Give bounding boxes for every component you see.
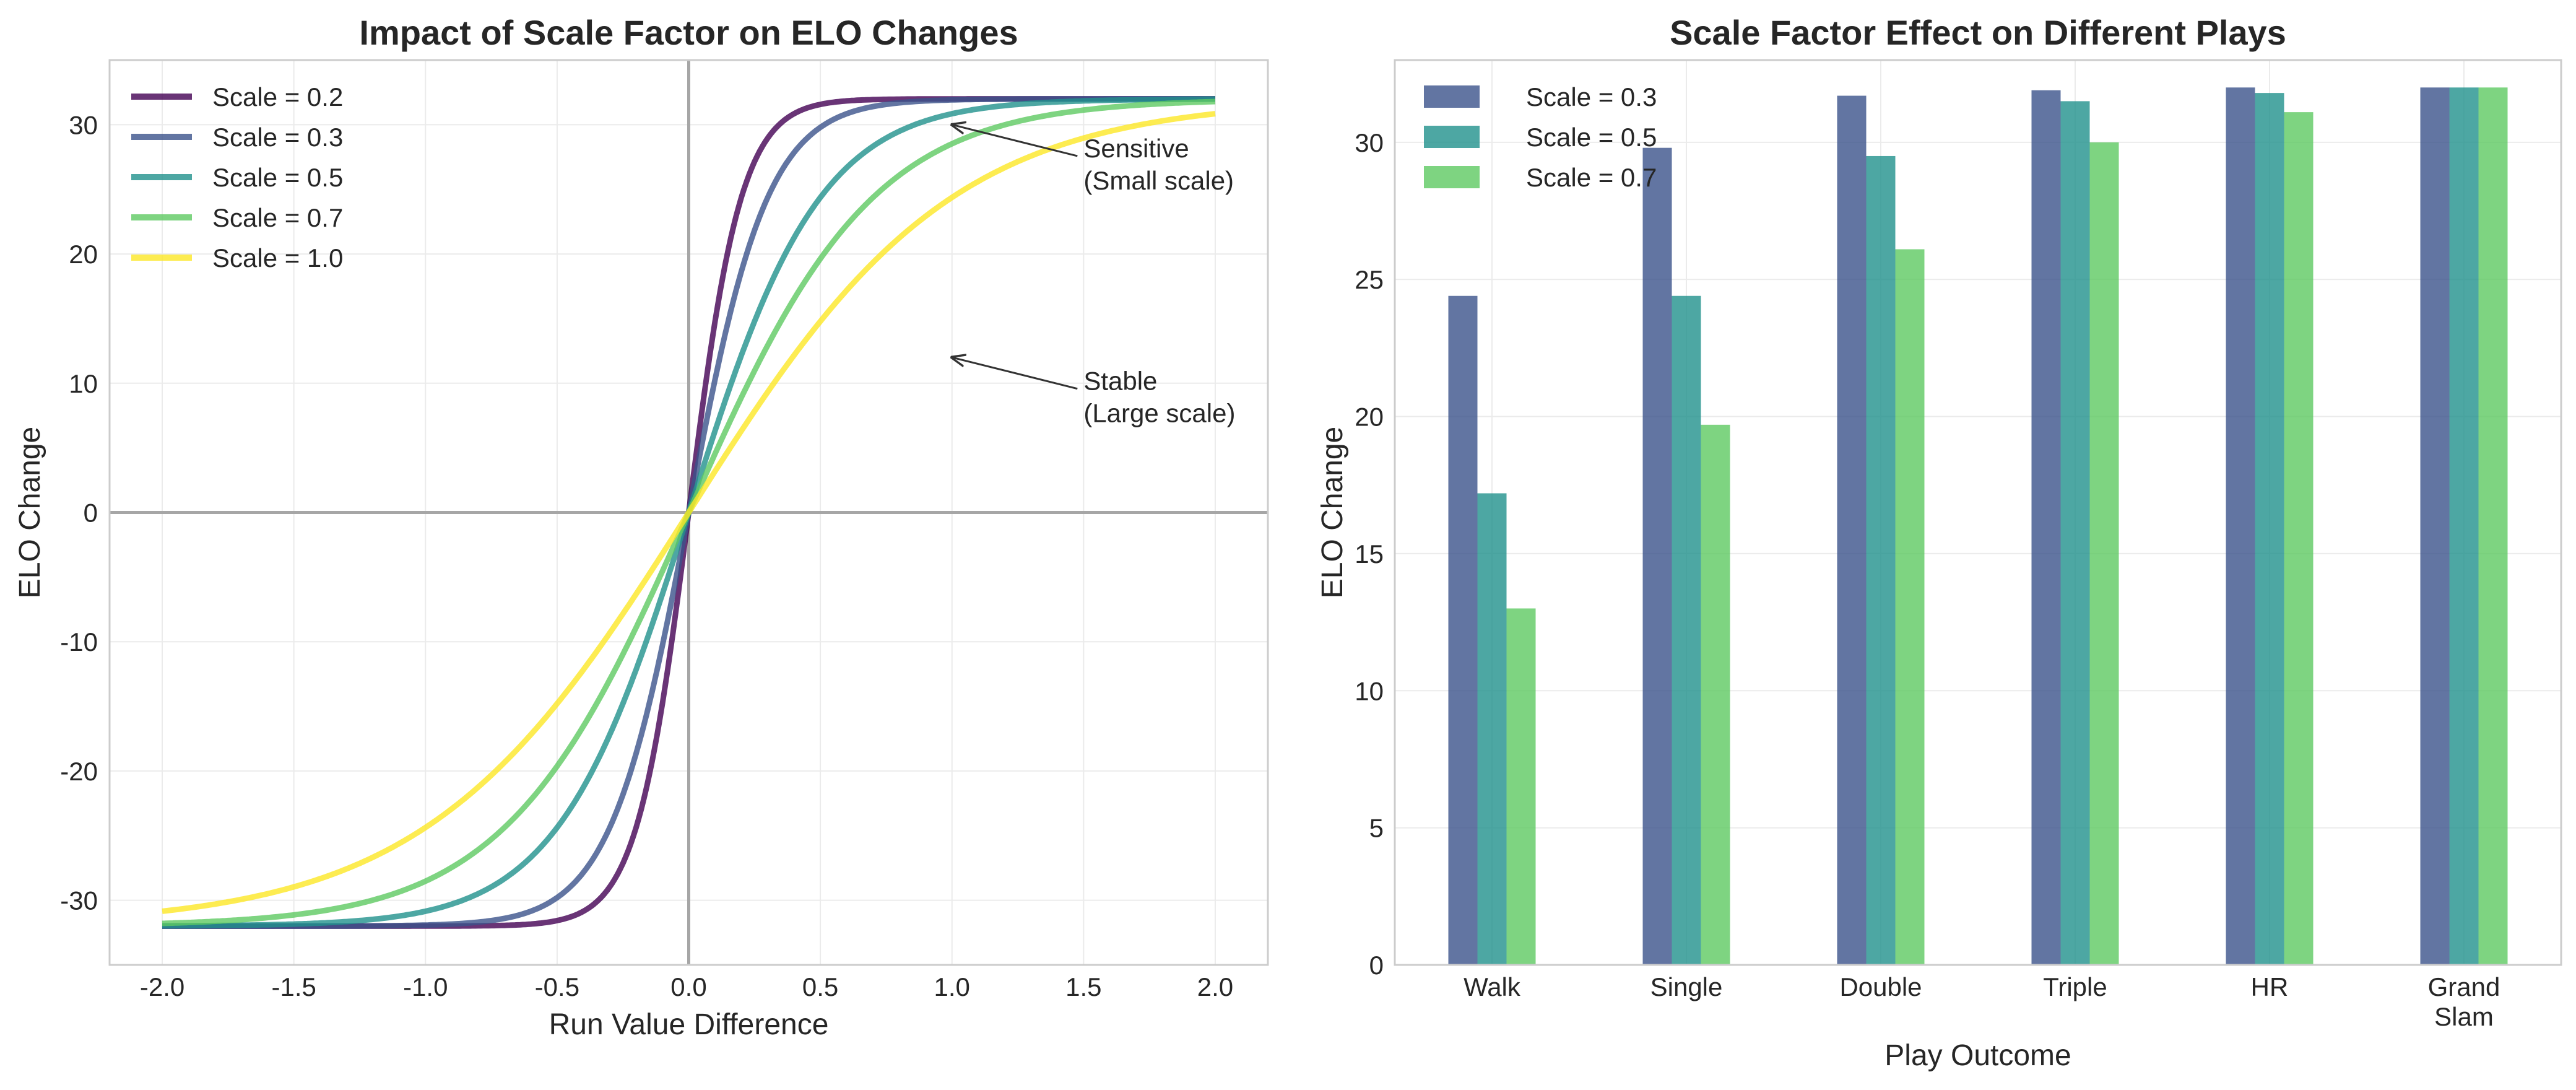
- right-x-axis-label: Play Outcome: [1884, 1039, 2071, 1072]
- legend-label: Scale = 0.3: [212, 123, 343, 152]
- legend-label: Scale = 0.3: [1526, 82, 1657, 111]
- x-tick-label: Single: [1650, 972, 1723, 1001]
- legend-label: Scale = 0.5: [212, 163, 343, 192]
- y-tick-label: 5: [1369, 814, 1384, 843]
- y-tick-label: 15: [1355, 539, 1384, 569]
- left-x-ticks: -2.0 -1.5 -1.0 -0.5 0.0 0.5 1.0 1.5 2.0: [140, 972, 1233, 1001]
- x-tick-label: Slam: [2434, 1002, 2494, 1031]
- x-tick-label: 1.0: [934, 972, 970, 1001]
- x-tick-label: -0.5: [535, 972, 579, 1001]
- y-tick-label: 25: [1355, 265, 1384, 294]
- y-tick-label: 30: [69, 110, 98, 139]
- left-chart: Impact of Scale Factor on ELO Changes -2…: [14, 13, 1269, 1041]
- x-tick-label: -1.5: [271, 972, 316, 1001]
- legend-swatch: [1424, 85, 1480, 108]
- right-y-ticks: 0 5 10 15 20 25 30: [1355, 128, 1384, 980]
- right-bars: [1448, 87, 2508, 966]
- bar: [2255, 93, 2284, 965]
- left-annotations: Sensitive (Small scale) Stable (Large scale…: [952, 124, 1235, 428]
- legend-label: Scale = 0.7: [1526, 163, 1657, 192]
- bar: [2226, 87, 2255, 966]
- x-tick-label: Triple: [2043, 972, 2107, 1001]
- x-tick-label: Grand: [2428, 972, 2500, 1001]
- right-y-axis-label: ELO Change: [1316, 427, 1349, 599]
- bar: [1866, 155, 1896, 965]
- right-plot-frame: [1394, 59, 2562, 966]
- x-tick-label: 2.0: [1197, 972, 1233, 1001]
- x-tick-label: 0.5: [802, 972, 838, 1001]
- y-tick-label: 0: [1369, 951, 1384, 980]
- legend-swatch: [1424, 166, 1480, 188]
- bar: [1642, 147, 1672, 965]
- annotation-text: Sensitive: [1083, 134, 1189, 163]
- bar: [1506, 608, 1536, 965]
- bar: [1448, 295, 1478, 965]
- left-x-axis-label: Run Value Difference: [549, 1008, 829, 1041]
- annotation-text: Stable: [1083, 367, 1157, 396]
- x-tick-label: -1.0: [403, 972, 448, 1001]
- bar: [2031, 90, 2061, 966]
- left-legend: Scale = 0.2 Scale = 0.3 Scale = 0.5 Scale =…: [131, 82, 343, 272]
- y-tick-label: 0: [84, 499, 98, 528]
- y-tick-label: -30: [60, 886, 98, 915]
- legend-label: Scale = 0.7: [212, 203, 343, 232]
- bar: [1837, 95, 1867, 965]
- y-tick-label: 10: [69, 369, 98, 398]
- right-chart: Scale Factor Effect on Different Plays W…: [1316, 13, 2562, 1072]
- x-tick-label: 1.5: [1065, 972, 1101, 1001]
- series-line: [162, 111, 1216, 914]
- bar: [1701, 424, 1730, 965]
- y-tick-label: 30: [1355, 128, 1384, 157]
- y-tick-label: -20: [60, 757, 98, 786]
- plot-frame: [1394, 59, 2562, 966]
- left-y-ticks: -30 -20 -10 0 10 20 30: [60, 110, 98, 915]
- bar: [2089, 142, 2119, 966]
- right-chart-title: Scale Factor Effect on Different Plays: [1670, 13, 2286, 52]
- y-tick-label: -10: [60, 627, 98, 656]
- y-tick-label: 10: [1355, 676, 1384, 705]
- legend-label: Scale = 0.5: [1526, 123, 1657, 152]
- x-tick-label: 0.0: [670, 972, 706, 1001]
- right-grid: [1395, 60, 2561, 966]
- bar: [1477, 493, 1507, 965]
- legend-label: Scale = 1.0: [212, 243, 343, 272]
- annotation-text: (Small scale): [1083, 166, 1234, 195]
- bar: [1895, 249, 1925, 965]
- right-legend: Scale = 0.3 Scale = 0.5 Scale = 0.7: [1424, 82, 1657, 192]
- bar: [2478, 87, 2508, 966]
- annotation-text: (Large scale): [1083, 399, 1235, 428]
- left-y-axis-label: ELO Change: [14, 427, 46, 599]
- x-tick-label: HR: [2251, 972, 2289, 1001]
- bar: [2420, 87, 2450, 966]
- legend-label: Scale = 0.2: [212, 82, 343, 111]
- left-plot-frame: [108, 59, 1269, 966]
- x-tick-label: Double: [1839, 972, 1922, 1001]
- bar: [1672, 295, 1701, 965]
- annotation-arrow: [952, 124, 1078, 157]
- plot-frame: [108, 59, 1269, 966]
- bar: [2060, 101, 2090, 966]
- left-chart-title: Impact of Scale Factor on ELO Changes: [359, 13, 1018, 52]
- annotation-arrow: [952, 357, 1078, 390]
- legend-swatch: [1424, 126, 1480, 148]
- bar: [2284, 112, 2314, 966]
- x-tick-label: -2.0: [140, 972, 184, 1001]
- bar: [2449, 87, 2479, 966]
- left-series-lines: [162, 96, 1216, 929]
- y-tick-label: 20: [69, 240, 98, 269]
- x-tick-label: Walk: [1464, 972, 1521, 1001]
- y-tick-label: 20: [1355, 403, 1384, 432]
